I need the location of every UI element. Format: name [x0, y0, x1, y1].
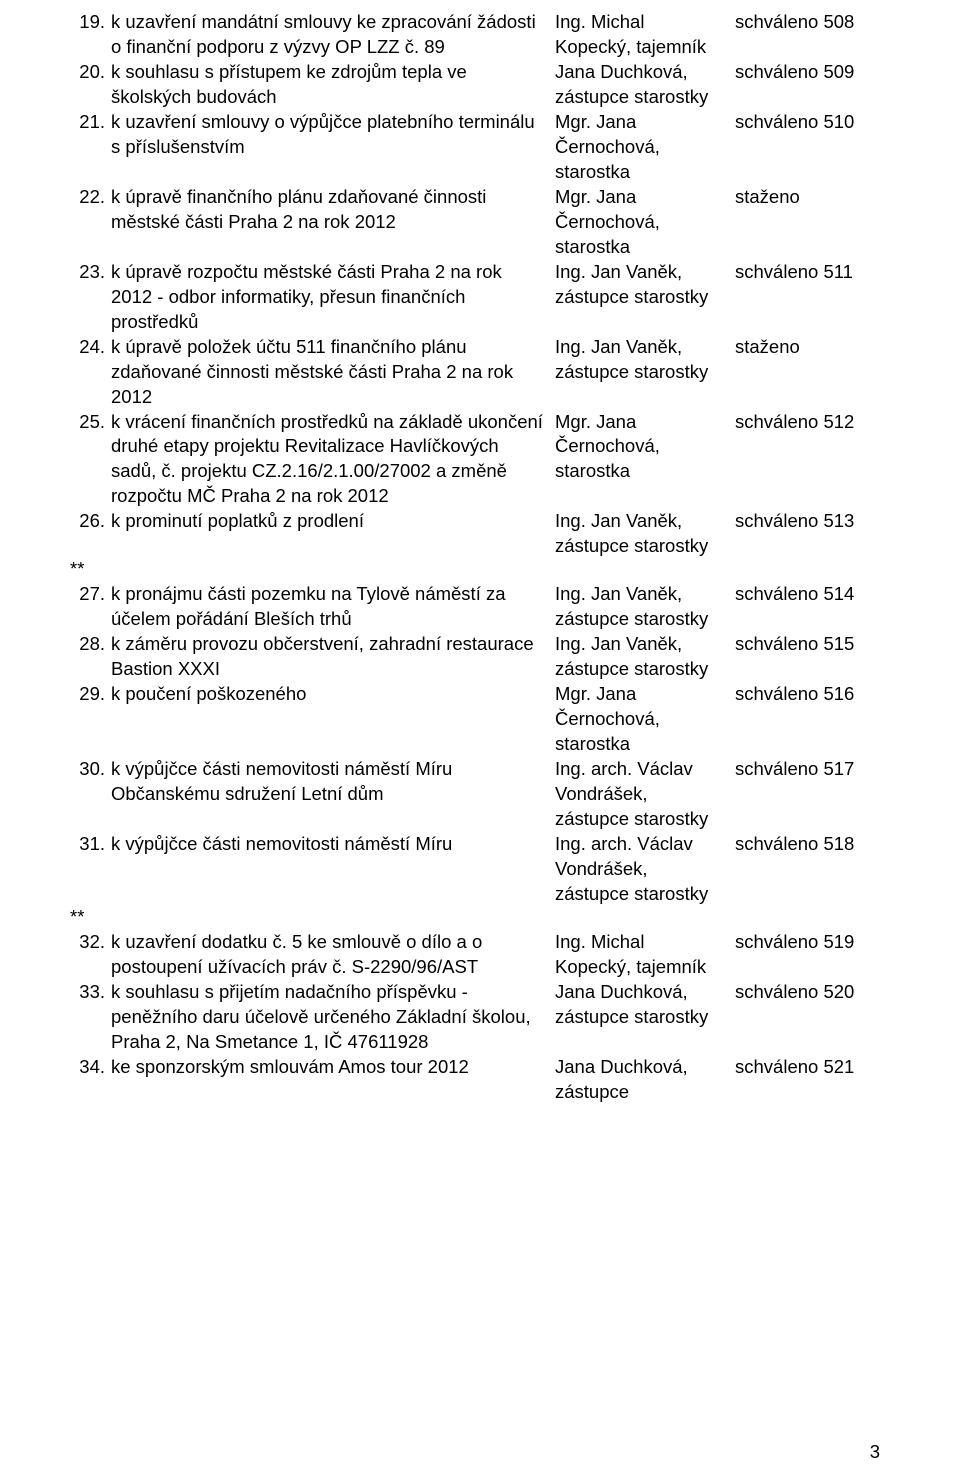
row-title: k pronájmu části pozemku na Tylově náměs… — [111, 582, 555, 632]
table-row: 28.k záměru provozu občerstvení, zahradn… — [70, 632, 890, 682]
row-title: k úpravě finančního plánu zdaňované činn… — [111, 185, 555, 235]
row-status: staženo — [735, 185, 890, 210]
table-row: 32.k uzavření dodatku č. 5 ke smlouvě o … — [70, 930, 890, 980]
table-row: 33.k souhlasu s přijetím nadačního přísp… — [70, 980, 890, 1055]
row-person: Jana Duchková, zástupce starostky — [555, 60, 735, 110]
row-title: k vrácení finančních prostředků na zákla… — [111, 410, 555, 510]
table-row: 19.k uzavření mandátní smlouvy ke zpraco… — [70, 10, 890, 60]
row-status: schváleno 509 — [735, 60, 890, 85]
row-person: Ing. Jan Vaněk, zástupce starostky — [555, 582, 735, 632]
table-row: 34.ke sponzorským smlouvám Amos tour 201… — [70, 1055, 890, 1105]
row-number: 20. — [70, 60, 111, 85]
table-row: 27.k pronájmu části pozemku na Tylově ná… — [70, 582, 890, 632]
row-title: k souhlasu s přijetím nadačního příspěvk… — [111, 980, 555, 1055]
stars-line: ** — [70, 557, 890, 582]
row-title: k uzavření dodatku č. 5 ke smlouvě o díl… — [111, 930, 555, 980]
row-status: schváleno 518 — [735, 832, 890, 857]
page-number: 3 — [870, 1441, 880, 1463]
row-title: k uzavření mandátní smlouvy ke zpracován… — [111, 10, 555, 60]
row-status: schváleno 516 — [735, 682, 890, 707]
row-number: 19. — [70, 10, 111, 35]
row-status: schváleno 512 — [735, 410, 890, 435]
row-person: Ing. Michal Kopecký, tajemník — [555, 930, 735, 980]
row-status: schváleno 514 — [735, 582, 890, 607]
row-status: schváleno 515 — [735, 632, 890, 657]
row-status: schváleno 510 — [735, 110, 890, 135]
row-title: k uzavření smlouvy o výpůjčce platebního… — [111, 110, 555, 160]
row-status: schváleno 521 — [735, 1055, 890, 1080]
row-title: k záměru provozu občerstvení, zahradní r… — [111, 632, 555, 682]
row-title: k poučení poškozeného — [111, 682, 555, 707]
row-person: Mgr. Jana Černochová, starostka — [555, 682, 735, 757]
row-title: k úpravě položek účtu 511 finančního plá… — [111, 335, 555, 410]
row-number: 27. — [70, 582, 111, 607]
row-number: 25. — [70, 410, 111, 435]
row-person: Ing. Jan Vaněk, zástupce starostky — [555, 260, 735, 310]
table-row: 23.k úpravě rozpočtu městské části Praha… — [70, 260, 890, 335]
table-row: 29.k poučení poškozenéhoMgr. Jana Černoc… — [70, 682, 890, 757]
row-stars: ** — [70, 905, 111, 930]
row-stars: ** — [70, 557, 111, 582]
table-row: 25.k vrácení finančních prostředků na zá… — [70, 410, 890, 510]
row-number: 26. — [70, 509, 111, 534]
row-person: Ing. Jan Vaněk, zástupce starostky — [555, 632, 735, 682]
row-title: k úpravě rozpočtu městské části Praha 2 … — [111, 260, 555, 335]
row-status: schváleno 511 — [735, 260, 890, 285]
table-row: 26.k prominutí poplatků z prodleníIng. J… — [70, 509, 890, 559]
row-number: 31. — [70, 832, 111, 857]
table-row: 30.k výpůjčce části nemovitosti náměstí … — [70, 757, 890, 832]
row-person: Jana Duchková, zástupce — [555, 1055, 735, 1105]
table-row: 31.k výpůjčce části nemovitosti náměstí … — [70, 832, 890, 907]
row-status: schváleno 513 — [735, 509, 890, 534]
row-number: 34. — [70, 1055, 111, 1080]
row-status: schváleno 517 — [735, 757, 890, 782]
document-page: 19.k uzavření mandátní smlouvy ke zpraco… — [0, 0, 960, 1483]
row-number: 32. — [70, 930, 111, 955]
row-person: Mgr. Jana Černochová, starostka — [555, 185, 735, 260]
row-number: 21. — [70, 110, 111, 135]
row-number: 22. — [70, 185, 111, 210]
row-person: Mgr. Jana Černochová, starostka — [555, 110, 735, 185]
row-title: k prominutí poplatků z prodlení — [111, 509, 555, 534]
rows-container: 19.k uzavření mandátní smlouvy ke zpraco… — [70, 10, 890, 1105]
row-title: k souhlasu s přístupem ke zdrojům tepla … — [111, 60, 555, 110]
row-title: k výpůjčce části nemovitosti náměstí Mír… — [111, 832, 555, 857]
row-number: 30. — [70, 757, 111, 782]
row-number: 29. — [70, 682, 111, 707]
table-row: 24.k úpravě položek účtu 511 finančního … — [70, 335, 890, 410]
row-person: Ing. Jan Vaněk, zástupce starostky — [555, 335, 735, 385]
row-status: staženo — [735, 335, 890, 360]
row-status: schváleno 508 — [735, 10, 890, 35]
row-person: Ing. Jan Vaněk, zástupce starostky — [555, 509, 735, 559]
row-person: Ing. arch. Václav Vondrášek, zástupce st… — [555, 757, 735, 832]
row-person: Jana Duchková, zástupce starostky — [555, 980, 735, 1030]
row-number: 23. — [70, 260, 111, 285]
table-row: 21.k uzavření smlouvy o výpůjčce platebn… — [70, 110, 890, 185]
row-person: Ing. arch. Václav Vondrášek, zástupce st… — [555, 832, 735, 907]
table-row: 20.k souhlasu s přístupem ke zdrojům tep… — [70, 60, 890, 110]
row-person: Ing. Michal Kopecký, tajemník — [555, 10, 735, 60]
row-status: schváleno 520 — [735, 980, 890, 1005]
row-person: Mgr. Jana Černochová, starostka — [555, 410, 735, 485]
table-row: 22.k úpravě finančního plánu zdaňované č… — [70, 185, 890, 260]
row-number: 28. — [70, 632, 111, 657]
row-number: 33. — [70, 980, 111, 1005]
stars-line: ** — [70, 905, 890, 930]
row-title: k výpůjčce části nemovitosti náměstí Mír… — [111, 757, 555, 807]
row-status: schváleno 519 — [735, 930, 890, 955]
row-title: ke sponzorským smlouvám Amos tour 2012 — [111, 1055, 555, 1080]
row-number: 24. — [70, 335, 111, 360]
